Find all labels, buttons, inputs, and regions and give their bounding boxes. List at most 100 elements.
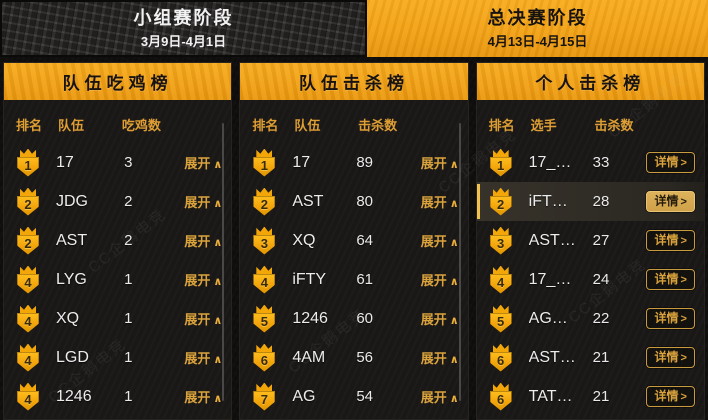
table-row: 1 17 89 展开 ∧ [240,143,467,182]
rank-number: 4 [24,313,32,329]
rank-number: 1 [497,157,505,173]
details-button[interactable]: 详情 > [645,347,695,368]
details-button[interactable]: 详情 > [645,269,695,290]
crown-icon [20,304,36,314]
details-button[interactable]: 详情 > [645,152,695,173]
row-name: 4AM [292,348,326,366]
details-button[interactable]: 详情 > [645,191,695,212]
details-label: 详情 [654,272,679,286]
expand-link[interactable]: 展开 ∧ [421,153,459,172]
column-header-value: 击杀数 [594,118,634,133]
chevron-up-icon: ∧ [449,237,459,249]
expand-link[interactable]: 展开 ∧ [184,231,222,250]
expand-link[interactable]: 展开 ∧ [421,309,459,328]
details-button[interactable]: 详情 > [645,386,695,407]
row-action: 展开 ∧ [393,270,459,289]
expand-link[interactable]: 展开 ∧ [184,348,222,367]
rank-badge-icon: 1 [16,148,40,177]
crown-icon [256,226,273,236]
row-value: 61 [356,271,373,288]
expand-label: 展开 [184,351,211,366]
row-name: 17 [292,153,311,171]
panel-title: 队伍吃鸡榜 [4,63,232,100]
rank-number: 4 [24,352,32,368]
shield-icon [17,312,39,333]
expand-label: 展开 [184,234,211,249]
rank-number: 6 [260,352,268,368]
row-value: 28 [592,193,610,210]
expand-label: 展开 [420,234,447,249]
crown-icon [256,343,273,353]
expand-label: 展开 [420,195,447,210]
row-value: 21 [592,349,610,366]
rank-number: 5 [260,313,268,329]
rank-badge-icon: 4 [252,265,276,294]
shield-icon [17,156,39,177]
expand-link[interactable]: 展开 ∧ [421,192,459,211]
row-action: 详情 > [629,152,695,173]
table-row: 6 4AM 56 展开 ∧ [240,338,467,377]
row-name: 17_shox [528,270,577,288]
table-row: 2 AST 2 展开 ∧ [4,221,231,260]
tab-group-stage[interactable]: 小组赛阶段 3月9日-4月1日 [0,0,367,57]
details-label: 详情 [654,311,679,325]
column-header-value: 吃鸡数 [121,118,161,133]
chevron-right-icon: > [680,157,687,169]
tab-group-stage-label: 小组赛阶段 [133,7,234,28]
rank-number: 3 [260,235,268,251]
crown-icon [256,304,273,314]
expand-link[interactable]: 展开 ∧ [184,387,222,406]
table-row: 4 LYG 1 展开 ∧ [4,260,231,299]
expand-label: 展开 [420,390,447,405]
rank-number: 4 [24,391,32,407]
row-action: 展开 ∧ [156,348,222,367]
details-button[interactable]: 详情 > [645,308,695,329]
row-name: 1246 [56,387,92,405]
row-action: 详情 > [629,269,695,290]
rank-badge-icon: 2 [252,187,276,216]
table-row: 4 1246 1 展开 ∧ [4,377,231,416]
column-header-rank: 排名 [488,118,515,133]
tab-finals-stage[interactable]: 总决赛阶段 4月13日-4月15日 [367,0,708,57]
rank-badge-icon: 4 [16,304,40,333]
shield-icon [253,234,276,255]
chevron-right-icon: > [680,391,687,403]
table-row: 1 17 3 展开 ∧ [4,143,231,182]
table-row: 3 XQ 64 展开 ∧ [240,221,467,260]
details-button[interactable]: 详情 > [645,230,695,251]
rank-badge-icon: 6 [489,382,513,411]
scrollbar[interactable] [222,123,225,401]
shield-icon [489,273,512,294]
chevron-up-icon: ∧ [213,393,223,405]
expand-link[interactable]: 展开 ∧ [184,192,222,211]
row-value: 24 [592,271,610,288]
expand-link[interactable]: 展开 ∧ [421,387,459,406]
crown-icon [20,265,36,275]
chevron-right-icon: > [680,352,687,364]
shield-icon [17,234,39,255]
leaderboard-panel: 队伍吃鸡榜 排名 队伍 吃鸡数 1 17 3 展开 ∧ 2 JDG 2 展开 ∧ 2 [3,62,233,420]
shield-icon [489,312,512,333]
shield-icon [253,312,276,333]
scrollbar[interactable] [458,123,461,401]
column-header-name: 选手 [530,118,557,133]
rank-badge-icon: 4 [489,265,513,294]
expand-link[interactable]: 展开 ∧ [421,270,459,289]
crown-icon [492,148,509,158]
expand-label: 展开 [184,156,211,171]
shield-icon [253,195,276,216]
expand-link[interactable]: 展开 ∧ [184,153,222,172]
expand-label: 展开 [420,312,447,327]
expand-link[interactable]: 展开 ∧ [184,270,222,289]
expand-link[interactable]: 展开 ∧ [421,231,459,250]
chevron-up-icon: ∧ [213,198,223,210]
table-row: 7 AG 54 展开 ∧ [240,377,467,416]
chevron-right-icon: > [680,313,687,325]
table-row: 4 LGD 1 展开 ∧ [4,338,231,377]
expand-link[interactable]: 展开 ∧ [184,309,222,328]
expand-link[interactable]: 展开 ∧ [421,348,459,367]
row-value: 2 [124,193,133,210]
rank-number: 4 [497,274,505,290]
row-value: 27 [592,232,610,249]
rank-number: 6 [497,352,505,368]
